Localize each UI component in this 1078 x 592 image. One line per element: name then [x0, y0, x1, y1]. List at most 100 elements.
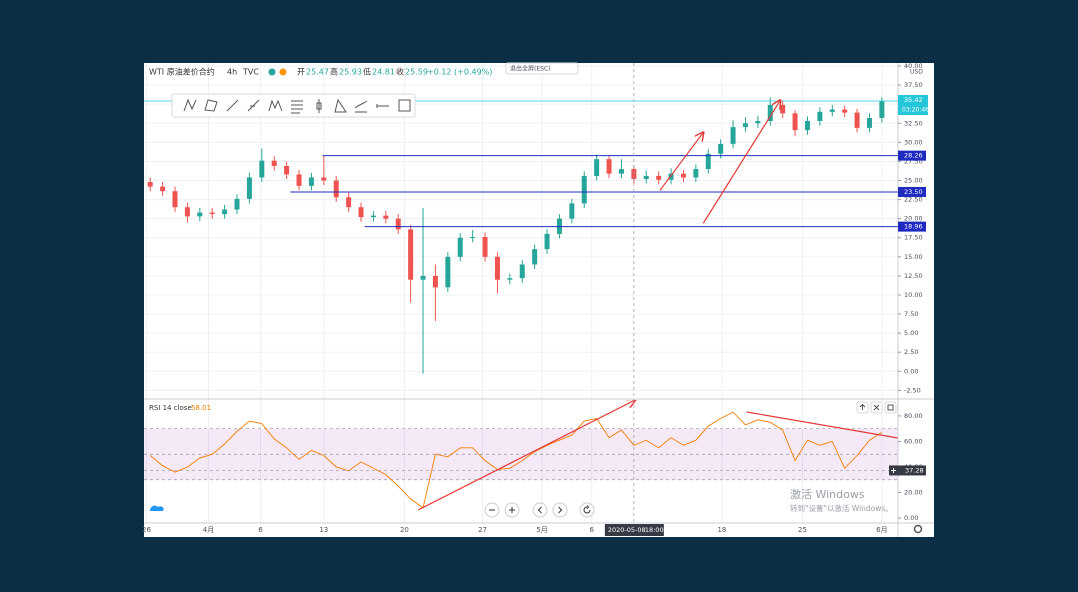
- legend-value: 25.59: [405, 68, 428, 77]
- legend-label: 收: [396, 67, 404, 77]
- countdown-label: 03:20:46: [902, 107, 929, 114]
- candle-body: [284, 166, 290, 175]
- y-tick-label: 5.00: [904, 329, 918, 337]
- currency: USD: [910, 69, 923, 76]
- candle-body: [829, 109, 835, 112]
- tool-icon[interactable]: [376, 104, 389, 108]
- reset-button[interactable]: [579, 502, 595, 518]
- tool-icon[interactable]: [334, 98, 347, 113]
- candle-body: [271, 160, 277, 167]
- candle-body: [197, 212, 203, 217]
- last-price-label: 35.42: [904, 96, 923, 104]
- pane-controls: [856, 401, 897, 414]
- trend-arrow: [702, 100, 780, 224]
- status-dot: [279, 68, 287, 76]
- level-label-box: [898, 186, 926, 197]
- candle-body: [346, 197, 352, 208]
- candle-body: [296, 174, 302, 186]
- candle-body: [333, 180, 339, 198]
- add-icon: [891, 467, 896, 473]
- y-tick-label: 20.00: [904, 489, 923, 497]
- axes: 26 4月 6 13 20 27 5月 6 18 25 6月 -2.50 0.00 2.50 5.00 7.5…: [142, 62, 929, 536]
- exit-fullscreen-label[interactable]: 退出全屏(ESC): [510, 65, 550, 73]
- candle-body: [172, 191, 178, 208]
- tool-icon[interactable]: [291, 100, 303, 114]
- y-tick-label: 15.00: [904, 253, 923, 261]
- candle-body: [370, 215, 376, 218]
- crosshair-date: 2020-05-08: [608, 526, 646, 534]
- y-tick-label: 0.00: [904, 367, 918, 375]
- tradingview-logo[interactable]: [150, 505, 164, 511]
- y-tick-label: 27.50: [904, 157, 923, 165]
- candle-body: [209, 212, 215, 215]
- y-tick-label: 12.50: [904, 272, 923, 280]
- candle-body: [842, 109, 848, 113]
- candle-body: [457, 237, 463, 257]
- level-label: 23.50: [904, 188, 923, 196]
- exit-fullscreen-button[interactable]: [505, 62, 579, 75]
- grid: [144, 63, 898, 523]
- legend-value: 24.81: [372, 68, 395, 77]
- y-tick-label: 0.00: [904, 514, 918, 522]
- settings-button[interactable]: [913, 524, 923, 534]
- x-tick-label: 6: [258, 526, 263, 534]
- last-price-box: [898, 95, 928, 116]
- candle-body: [656, 175, 662, 180]
- tool-icon[interactable]: [316, 99, 322, 113]
- rsi-title: RSI 14 close: [149, 404, 192, 412]
- candle-body: [383, 215, 389, 219]
- candle-body: [767, 104, 773, 121]
- rsi-line: [149, 411, 883, 509]
- tool-icon[interactable]: [354, 100, 368, 113]
- candle-body: [321, 177, 327, 181]
- rsi-pane: [144, 400, 898, 511]
- x-tick-label: 27: [478, 526, 487, 534]
- ohlc-legend: 开 25.47 高 25.93 低 24.81 收 25.59: [297, 67, 428, 77]
- tool-icon[interactable]: [398, 99, 411, 112]
- y-tick-label: 25.00: [904, 177, 923, 185]
- candle-body: [308, 177, 314, 186]
- candle-body: [222, 209, 228, 215]
- y-tick-label: 80.00: [904, 412, 923, 420]
- y-tick-label: 60.00: [904, 437, 923, 445]
- y-tick-label: 30.00: [904, 138, 923, 146]
- tool-icon[interactable]: [247, 99, 260, 112]
- y-tick-label: 2.50: [904, 348, 918, 356]
- y-tick-label: 10.00: [904, 291, 923, 299]
- candle-body: [755, 120, 761, 124]
- y-tick-label: 32.50: [904, 119, 923, 127]
- tool-icon[interactable]: [268, 99, 283, 112]
- source: TVC: [242, 68, 259, 77]
- level-label-box: [898, 150, 926, 161]
- maximize-button[interactable]: [884, 401, 897, 414]
- crosshair-time-box: [604, 524, 664, 536]
- candle-body: [569, 203, 575, 219]
- activation-title: 激活 Windows: [790, 487, 865, 501]
- candle-body: [420, 275, 426, 280]
- candle-body: [358, 207, 364, 218]
- level-label-box: [898, 221, 926, 232]
- legend-label: 高: [330, 67, 338, 77]
- scroll-left-button[interactable]: [532, 502, 548, 518]
- tool-icon[interactable]: [204, 99, 218, 112]
- candle-body: [606, 159, 612, 174]
- candle-body: [445, 256, 451, 288]
- candle-body: [507, 278, 513, 280]
- candle-body: [680, 173, 686, 178]
- tool-icon[interactable]: [226, 99, 239, 112]
- candle-body: [817, 111, 823, 121]
- candle-body: [246, 177, 252, 199]
- tool-icon[interactable]: [183, 98, 197, 112]
- x-tick-label: 18: [717, 526, 726, 534]
- drawing-toolbar: [171, 93, 416, 118]
- y-tick-label: -2.50: [904, 386, 921, 394]
- candle-body: [866, 117, 872, 128]
- candle-body: [780, 104, 786, 114]
- crosshair-time: 18:00: [645, 526, 664, 534]
- candle-body: [482, 236, 488, 257]
- candle-body: [693, 169, 699, 178]
- x-tick-label: 13: [319, 526, 328, 534]
- y-tick-label: 7.50: [904, 310, 918, 318]
- scroll-right-button[interactable]: [552, 502, 568, 518]
- zoom-controls: [484, 502, 595, 518]
